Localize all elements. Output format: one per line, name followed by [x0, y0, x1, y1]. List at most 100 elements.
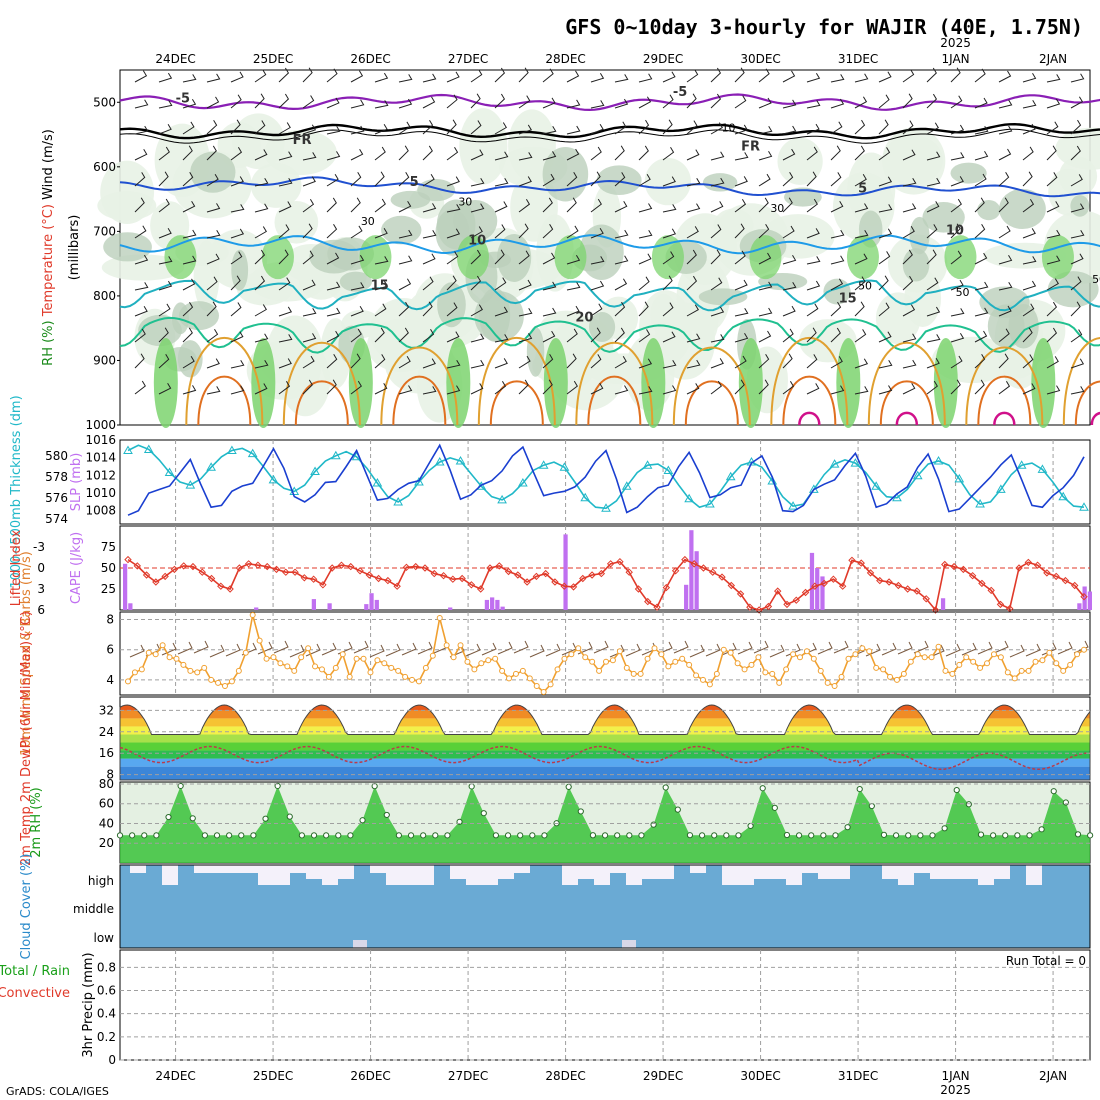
- rh2m-point: [141, 832, 148, 839]
- wind-barb: [926, 151, 941, 161]
- wind-barb: [830, 98, 845, 109]
- li-point: [1071, 581, 1079, 590]
- wind-barb: [566, 353, 577, 369]
- pressure-unit-label: (millibars): [67, 215, 82, 281]
- temp-arch: [965, 346, 1044, 426]
- wind-barb: [230, 204, 245, 213]
- wind-barb: [566, 197, 577, 213]
- wind-barb: [806, 171, 817, 187]
- wind-barb: [134, 353, 145, 369]
- wind-barb: [662, 302, 674, 317]
- wind-barb: [950, 332, 965, 343]
- wind-barb: [494, 380, 507, 395]
- wind-barb: [902, 359, 917, 369]
- temp-contour: [119, 128, 1100, 144]
- wind-barb: [446, 228, 461, 239]
- li-point: [838, 582, 847, 590]
- rh-blob: [543, 338, 568, 429]
- li-point: [625, 568, 633, 576]
- pressure-tick-label: 900: [93, 353, 116, 367]
- rh2m-point: [820, 832, 827, 839]
- surface-wind-barb: [977, 641, 993, 655]
- cape-bar: [689, 530, 694, 610]
- li-point: [987, 586, 995, 595]
- wind-barb: [782, 148, 796, 161]
- wind-barb: [302, 95, 315, 109]
- date-tick-bottom: 29DEC: [643, 1069, 683, 1083]
- wind10m-point: [478, 660, 485, 667]
- wind10m-point: [325, 673, 332, 680]
- wind-barb: [926, 358, 940, 369]
- wind-barb: [350, 328, 362, 343]
- thickness-point: [954, 473, 965, 483]
- cape-bar: [684, 584, 689, 610]
- wind-barb: [470, 383, 484, 395]
- thickness-point: [850, 458, 861, 467]
- slp-tick-label: 1008: [85, 504, 116, 518]
- wind-barb: [686, 333, 701, 343]
- wind-barb: [1022, 171, 1033, 187]
- thickness-point: [684, 493, 694, 503]
- cloud-gap: [834, 865, 850, 879]
- wind-barb: [302, 250, 314, 265]
- rh2m-point: [747, 822, 754, 830]
- wind10m-point: [810, 655, 817, 662]
- wind10m-point: [1018, 667, 1025, 674]
- surface-wind-barb: [417, 641, 433, 655]
- wind-barb: [302, 67, 313, 83]
- surface-wind-barb: [881, 642, 897, 656]
- surface-wind-barb: [833, 640, 849, 654]
- wind10m-point: [852, 651, 859, 658]
- wind-barb: [782, 305, 796, 317]
- wind10m-point: [208, 676, 215, 683]
- wind-barb: [134, 282, 149, 291]
- wind-barb: [686, 93, 697, 109]
- wind-barb: [902, 149, 916, 161]
- wind-barb: [230, 71, 244, 83]
- cloud-level-label: low: [94, 931, 115, 945]
- surface-wind-barb: [961, 642, 977, 656]
- wind-barb: [662, 204, 677, 213]
- wind-barb: [758, 281, 773, 291]
- wind-barb: [134, 225, 147, 239]
- wind-barb: [614, 121, 627, 135]
- temp-arch: [392, 375, 447, 426]
- rh2m-point: [577, 808, 584, 815]
- wind-barb: [230, 176, 244, 187]
- wind-barb: [1022, 256, 1037, 265]
- wind-barb: [734, 333, 749, 343]
- rh2m-point: [917, 832, 924, 839]
- wind-barb: [614, 98, 629, 109]
- wind-barb: [830, 74, 845, 83]
- slp-frame: [119, 439, 1091, 525]
- wind10m-point: [589, 658, 596, 665]
- wind10m-point: [900, 670, 907, 677]
- wind-barb: [950, 95, 963, 109]
- li-point: [941, 560, 949, 569]
- wind-barb: [158, 303, 171, 317]
- wind-barb: [230, 331, 244, 343]
- wind10m-point: [921, 654, 928, 661]
- cloud-gap: [898, 865, 914, 885]
- wind-barb: [326, 68, 338, 83]
- thickness-point: [871, 481, 882, 490]
- thickness-point: [663, 465, 674, 474]
- precip-tick-label: 0: [108, 1053, 116, 1067]
- rh2m-point: [286, 813, 293, 820]
- wind10m-ylabel: 10m Wind Speed & Barbs (m/s): [19, 551, 34, 756]
- wind-barb: [926, 306, 941, 317]
- cloud-gap: [402, 865, 418, 885]
- wind-barb: [230, 385, 245, 395]
- li-point: [170, 565, 179, 574]
- pressure-tick-label: 700: [93, 224, 116, 238]
- wind-barb: [518, 333, 533, 343]
- wind-barb: [614, 201, 628, 213]
- wind10m-point: [679, 655, 686, 662]
- temp-tick-label: 8: [106, 768, 114, 782]
- surface-wind-barb: [193, 640, 209, 654]
- wind10m-point: [658, 651, 665, 658]
- cloud-gap: [978, 865, 994, 885]
- wind-barb: [758, 330, 772, 343]
- wind-barb: [1022, 354, 1034, 369]
- footer-credit: GrADS: COLA/IGES: [6, 1085, 109, 1098]
